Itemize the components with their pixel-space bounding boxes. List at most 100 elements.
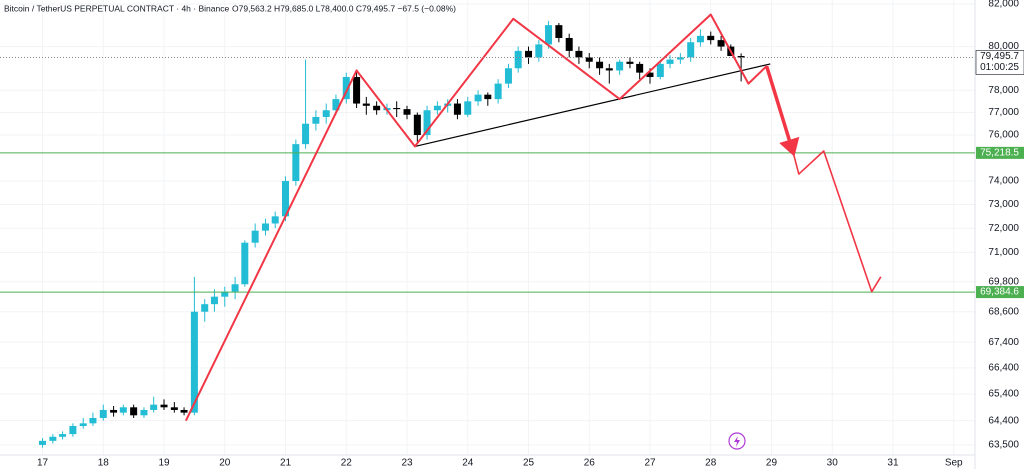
y-tick-label: 74,000: [988, 176, 1019, 187]
candle-body: [433, 105, 441, 111]
candle-body: [140, 409, 148, 416]
candle-body: [545, 25, 553, 45]
candle-body: [666, 59, 674, 64]
candle-body: [271, 216, 279, 224]
candle-body: [190, 311, 198, 413]
candle-body: [282, 181, 290, 217]
x-tick-label: 26: [584, 458, 596, 469]
candle-body: [514, 50, 522, 69]
candle-body: [210, 296, 218, 305]
candle-body: [656, 63, 664, 78]
x-tick-label: 29: [766, 458, 778, 469]
candle-body: [596, 61, 604, 69]
y-tick-label: 71,000: [988, 247, 1019, 258]
countdown: 01:00:25: [980, 62, 1019, 73]
symbol: Bitcoin / TetherUS PERPETUAL CONTRACT · …: [4, 3, 229, 13]
candle-body: [585, 57, 593, 62]
level-label: 75,218.5: [980, 147, 1019, 158]
candle-body: [555, 25, 563, 38]
candle-body: [413, 114, 421, 136]
y-tick-label: 77,000: [988, 107, 1019, 118]
candle-body: [110, 409, 118, 413]
event-icon-bolt: [734, 436, 740, 447]
candle-body: [342, 77, 350, 100]
x-tick-label: 22: [341, 458, 353, 469]
x-tick-label: 23: [401, 458, 413, 469]
y-tick-label: 68,600: [988, 306, 1019, 317]
candle-body: [504, 68, 512, 84]
candle-body: [737, 56, 745, 58]
candle-body: [160, 404, 168, 408]
candle-body: [150, 404, 158, 410]
x-tick-label: 31: [887, 458, 899, 469]
candle-body: [707, 35, 715, 41]
candle-body: [69, 426, 77, 435]
candle-body: [59, 434, 67, 437]
candle-body: [49, 436, 57, 441]
candle-body: [565, 37, 573, 51]
candle-body: [322, 110, 330, 117]
candle-body: [362, 103, 370, 106]
x-tick-label: 30: [827, 458, 839, 469]
candle-body: [312, 116, 320, 124]
candle-body: [535, 44, 543, 58]
candle-body: [646, 72, 654, 78]
y-tick-label: 66,400: [988, 363, 1019, 374]
candle-body: [39, 440, 47, 445]
level-label-bg: [976, 286, 1024, 299]
candle-body: [423, 110, 431, 136]
candle-body: [636, 63, 644, 73]
grid: [0, 0, 975, 455]
candle-body: [79, 423, 87, 427]
candle-body: [302, 123, 310, 145]
x-tick-label: 28: [705, 458, 717, 469]
neckline: [414, 63, 771, 148]
y-tick-label: 82,000: [988, 0, 1019, 10]
pattern-line: [184, 13, 768, 422]
y-tick-label: 64,400: [988, 415, 1019, 426]
candle-body: [170, 407, 178, 410]
y-tick-label: 80,000: [988, 41, 1019, 52]
x-tick-label: 18: [98, 458, 110, 469]
arrow: [764, 65, 800, 157]
candle-body: [687, 42, 695, 58]
candle-body: [525, 50, 533, 58]
y-tick-label: 63,500: [988, 440, 1019, 451]
y-tick-label: 72,000: [988, 223, 1019, 234]
candle-body: [453, 103, 461, 115]
candle-body: [292, 144, 300, 182]
candle-body: [696, 35, 704, 43]
x-tick-label: 24: [462, 458, 474, 469]
candle-body: [403, 109, 411, 115]
candle-body: [676, 57, 684, 60]
y-tick-label: 73,000: [988, 199, 1019, 210]
candle-body: [130, 407, 138, 416]
x-tick-label: 25: [523, 458, 535, 469]
overlay: 75,218.5 69,384.6 79,495.701:00:25: [0, 13, 1024, 422]
level-label: 69,384.6: [980, 287, 1019, 298]
candle-body: [241, 242, 249, 285]
candle-body: [494, 83, 502, 100]
candle-body: [332, 99, 340, 111]
projection-line: [792, 150, 882, 293]
last-price-label: 79,495.7: [980, 51, 1019, 62]
y-tick-label: 69,800: [988, 276, 1019, 287]
ohlc: O79,563.2 H79,685.0 L78,400.0 C79,495.7 …: [232, 3, 456, 13]
candle-body: [474, 94, 482, 102]
candle-body: [616, 61, 624, 71]
x-tick-label: 21: [280, 458, 292, 469]
candle-body: [251, 230, 259, 243]
candle-body: [605, 68, 613, 71]
candle-body: [484, 94, 492, 100]
candle-body: [201, 304, 209, 312]
y-tick-label: 67,400: [988, 337, 1019, 348]
candle-body: [99, 409, 107, 418]
x-tick-label: 19: [158, 458, 170, 469]
x-tick-label: 17: [37, 458, 49, 469]
x-tick-label: Sep: [945, 458, 963, 469]
level-label-bg: [976, 146, 1024, 159]
last-price-bg: [975, 50, 1024, 75]
candle-body: [575, 50, 583, 58]
